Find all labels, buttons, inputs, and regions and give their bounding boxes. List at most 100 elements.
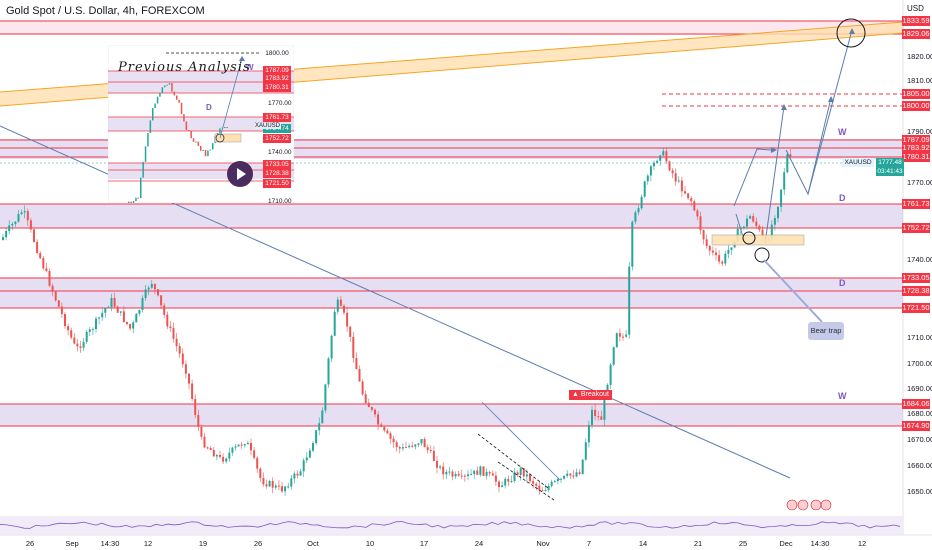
candle-body [51,285,54,292]
candle-body [715,252,717,256]
candle-body [519,468,522,475]
candle-body [485,472,488,476]
candle-body [250,442,252,451]
candle-body [225,458,228,462]
candle-body [339,299,342,306]
inset-candle [159,93,161,97]
candle-body [665,151,668,162]
candle-body [445,471,448,475]
candle-body [76,343,79,347]
projection-path [733,29,853,245]
candle-body [246,442,249,445]
candle-body [104,308,107,313]
candle-body [401,447,404,449]
candle-body [194,398,197,415]
candle-body [36,241,39,254]
candle-body [29,220,32,230]
axis-label: 1660.00 [907,461,932,470]
target-circle [836,18,866,48]
inset-candle [183,114,185,122]
candle-body [761,229,764,237]
candle-body [547,485,550,491]
inset-candle [130,201,132,203]
inset-candle [219,128,221,134]
candle-body [395,442,398,448]
candle-body [265,484,268,487]
candle-body [215,455,218,457]
inset-axis-label: 1770.00 [268,100,292,107]
candle-body [581,459,584,474]
inset-candle [142,161,144,178]
candle-body [680,180,683,192]
candle-body [687,193,690,199]
price-label: 1721.50 [902,303,930,313]
axis-label: 1670.00 [907,435,932,444]
candle-body [535,483,538,486]
candle-body [411,445,414,447]
candle-body [649,166,652,176]
candle-body [256,457,259,469]
candle-body [668,161,671,171]
candle-body [73,337,76,344]
candle-body [293,473,296,479]
candle-body [702,230,705,240]
inset-candle [176,95,178,100]
candle-body [634,212,637,222]
candle-body [414,444,417,447]
wave-label: D [839,193,846,203]
candle-body [374,409,376,415]
date-label: 10 [365,539,375,548]
inset-candle [137,197,140,199]
candle-body [299,471,302,476]
candle-body [498,481,500,488]
candle-body [631,221,634,267]
candle-body [584,442,587,460]
play-button[interactable] [227,161,253,187]
date-label: Sep [65,539,79,548]
candle-body [209,448,212,450]
inset-price-label: 1721.50 [263,179,291,188]
date-label: 14:30 [100,539,120,548]
candle-body [420,439,423,444]
axis-label: 1680.00 [907,409,932,418]
zone-mid [0,204,903,228]
inset-candle [135,197,137,202]
candle-body [343,305,345,313]
candle-body [538,485,541,491]
candle-body [448,471,451,473]
current-price-value: 1777.48 [878,159,902,166]
candle-body [308,450,311,458]
candle-body [705,239,708,246]
candle-body [222,456,225,462]
inset-candle [144,146,147,162]
inset-candle [200,145,202,151]
candle-body [622,336,624,338]
inset-candle [166,84,168,86]
candle-body [349,326,352,337]
bear-trap-label: Bear trap [808,322,844,340]
candle-body [383,426,386,431]
candle-body [181,353,184,365]
candle-body [364,394,367,403]
candle-body [119,311,122,313]
candle-body [315,430,318,444]
candle-body [553,481,556,483]
candle-body [150,283,153,288]
candle-body [727,249,730,254]
candle-body [457,474,460,476]
price-label: 1733.05 [902,273,930,283]
candle-body [327,358,330,385]
candle-body [39,253,42,259]
candle-body [758,225,761,230]
candle-body [625,334,628,337]
candle-body [138,309,141,314]
accumulation-box [711,234,805,246]
candle-body [513,472,516,481]
candle-body [786,154,789,173]
candle-body [253,450,256,458]
candle-body [45,268,48,272]
candle-body [439,466,442,468]
candle-body [594,409,597,417]
candle-body [88,329,91,332]
